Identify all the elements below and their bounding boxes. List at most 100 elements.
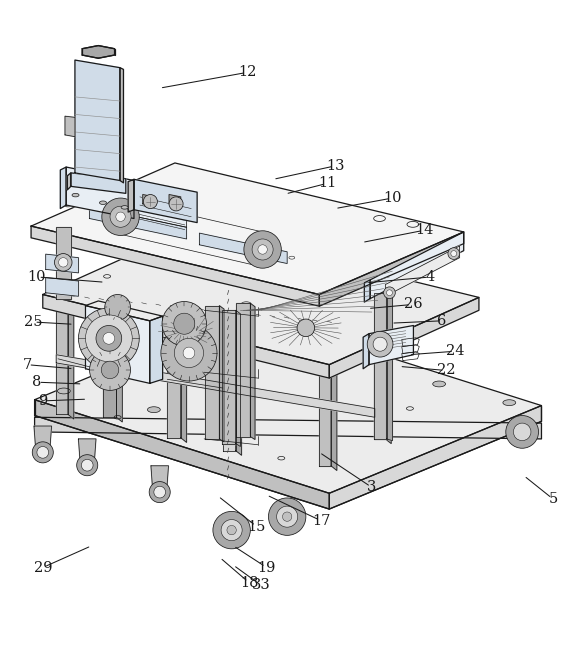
Polygon shape bbox=[169, 195, 180, 206]
Ellipse shape bbox=[57, 388, 70, 394]
Text: 9: 9 bbox=[38, 394, 47, 408]
Polygon shape bbox=[250, 303, 255, 440]
Circle shape bbox=[144, 195, 158, 209]
Circle shape bbox=[32, 442, 53, 463]
Circle shape bbox=[86, 315, 132, 362]
Polygon shape bbox=[86, 301, 163, 321]
Polygon shape bbox=[35, 400, 329, 509]
Polygon shape bbox=[75, 60, 120, 180]
Text: 24: 24 bbox=[447, 344, 465, 358]
Text: 10: 10 bbox=[28, 270, 46, 284]
Polygon shape bbox=[31, 226, 319, 306]
Circle shape bbox=[81, 460, 93, 471]
Text: 29: 29 bbox=[33, 561, 52, 575]
Circle shape bbox=[161, 325, 217, 381]
Polygon shape bbox=[43, 227, 479, 364]
Polygon shape bbox=[374, 306, 386, 439]
Polygon shape bbox=[205, 306, 219, 439]
Circle shape bbox=[174, 338, 203, 368]
Polygon shape bbox=[319, 232, 464, 306]
Circle shape bbox=[513, 423, 531, 441]
Ellipse shape bbox=[72, 194, 79, 197]
Ellipse shape bbox=[432, 381, 445, 387]
Circle shape bbox=[367, 331, 393, 357]
Polygon shape bbox=[68, 297, 74, 419]
Polygon shape bbox=[370, 232, 464, 299]
Text: 25: 25 bbox=[23, 315, 42, 329]
Circle shape bbox=[448, 248, 459, 259]
Polygon shape bbox=[35, 312, 541, 493]
Text: 15: 15 bbox=[247, 519, 266, 533]
Circle shape bbox=[277, 506, 298, 527]
Polygon shape bbox=[236, 311, 240, 446]
Polygon shape bbox=[65, 116, 75, 136]
Text: 7: 7 bbox=[22, 358, 32, 372]
Text: 4: 4 bbox=[426, 270, 435, 284]
Polygon shape bbox=[222, 311, 236, 444]
Ellipse shape bbox=[121, 205, 128, 209]
Text: 3: 3 bbox=[367, 480, 377, 494]
Ellipse shape bbox=[100, 201, 107, 204]
Polygon shape bbox=[331, 315, 337, 470]
Polygon shape bbox=[31, 163, 464, 295]
Polygon shape bbox=[387, 293, 393, 441]
Circle shape bbox=[387, 290, 393, 296]
Polygon shape bbox=[134, 180, 197, 223]
Polygon shape bbox=[60, 167, 66, 209]
Polygon shape bbox=[82, 46, 114, 59]
Polygon shape bbox=[374, 293, 387, 439]
Polygon shape bbox=[103, 295, 117, 417]
Polygon shape bbox=[199, 233, 287, 263]
Polygon shape bbox=[128, 180, 134, 212]
Ellipse shape bbox=[148, 407, 161, 412]
Circle shape bbox=[169, 197, 183, 211]
Text: 12: 12 bbox=[239, 65, 257, 79]
Polygon shape bbox=[120, 68, 124, 183]
Polygon shape bbox=[180, 301, 186, 442]
Polygon shape bbox=[364, 280, 370, 302]
Text: 18: 18 bbox=[240, 576, 258, 590]
Polygon shape bbox=[35, 417, 541, 439]
Circle shape bbox=[37, 446, 49, 458]
Polygon shape bbox=[56, 227, 71, 299]
Circle shape bbox=[96, 325, 122, 351]
Text: 6: 6 bbox=[437, 314, 447, 328]
Polygon shape bbox=[223, 306, 236, 451]
Circle shape bbox=[282, 512, 292, 521]
Text: 17: 17 bbox=[312, 514, 331, 528]
Polygon shape bbox=[79, 439, 96, 464]
Polygon shape bbox=[236, 306, 241, 456]
Circle shape bbox=[258, 245, 267, 254]
Polygon shape bbox=[56, 354, 375, 417]
Text: 33: 33 bbox=[251, 578, 270, 592]
Text: 14: 14 bbox=[415, 223, 434, 237]
Circle shape bbox=[90, 349, 131, 390]
Ellipse shape bbox=[503, 400, 516, 406]
Circle shape bbox=[227, 525, 236, 535]
Polygon shape bbox=[386, 246, 459, 296]
Polygon shape bbox=[363, 334, 369, 369]
Circle shape bbox=[110, 206, 131, 227]
Circle shape bbox=[54, 253, 72, 271]
Circle shape bbox=[451, 251, 456, 257]
Polygon shape bbox=[46, 254, 79, 273]
Circle shape bbox=[162, 301, 206, 346]
Text: 8: 8 bbox=[32, 375, 42, 389]
Polygon shape bbox=[43, 295, 329, 378]
Polygon shape bbox=[34, 426, 52, 451]
Circle shape bbox=[101, 361, 119, 378]
Polygon shape bbox=[143, 195, 155, 206]
Circle shape bbox=[268, 498, 306, 535]
Polygon shape bbox=[90, 207, 186, 239]
Polygon shape bbox=[369, 325, 414, 364]
Circle shape bbox=[103, 332, 115, 344]
Text: 26: 26 bbox=[404, 297, 422, 311]
Text: 5: 5 bbox=[548, 492, 558, 506]
Text: 22: 22 bbox=[437, 364, 455, 378]
Polygon shape bbox=[90, 198, 186, 227]
Polygon shape bbox=[150, 316, 163, 383]
Polygon shape bbox=[56, 297, 68, 414]
Text: 19: 19 bbox=[257, 561, 276, 575]
Text: 13: 13 bbox=[326, 159, 345, 173]
Circle shape bbox=[506, 416, 539, 448]
